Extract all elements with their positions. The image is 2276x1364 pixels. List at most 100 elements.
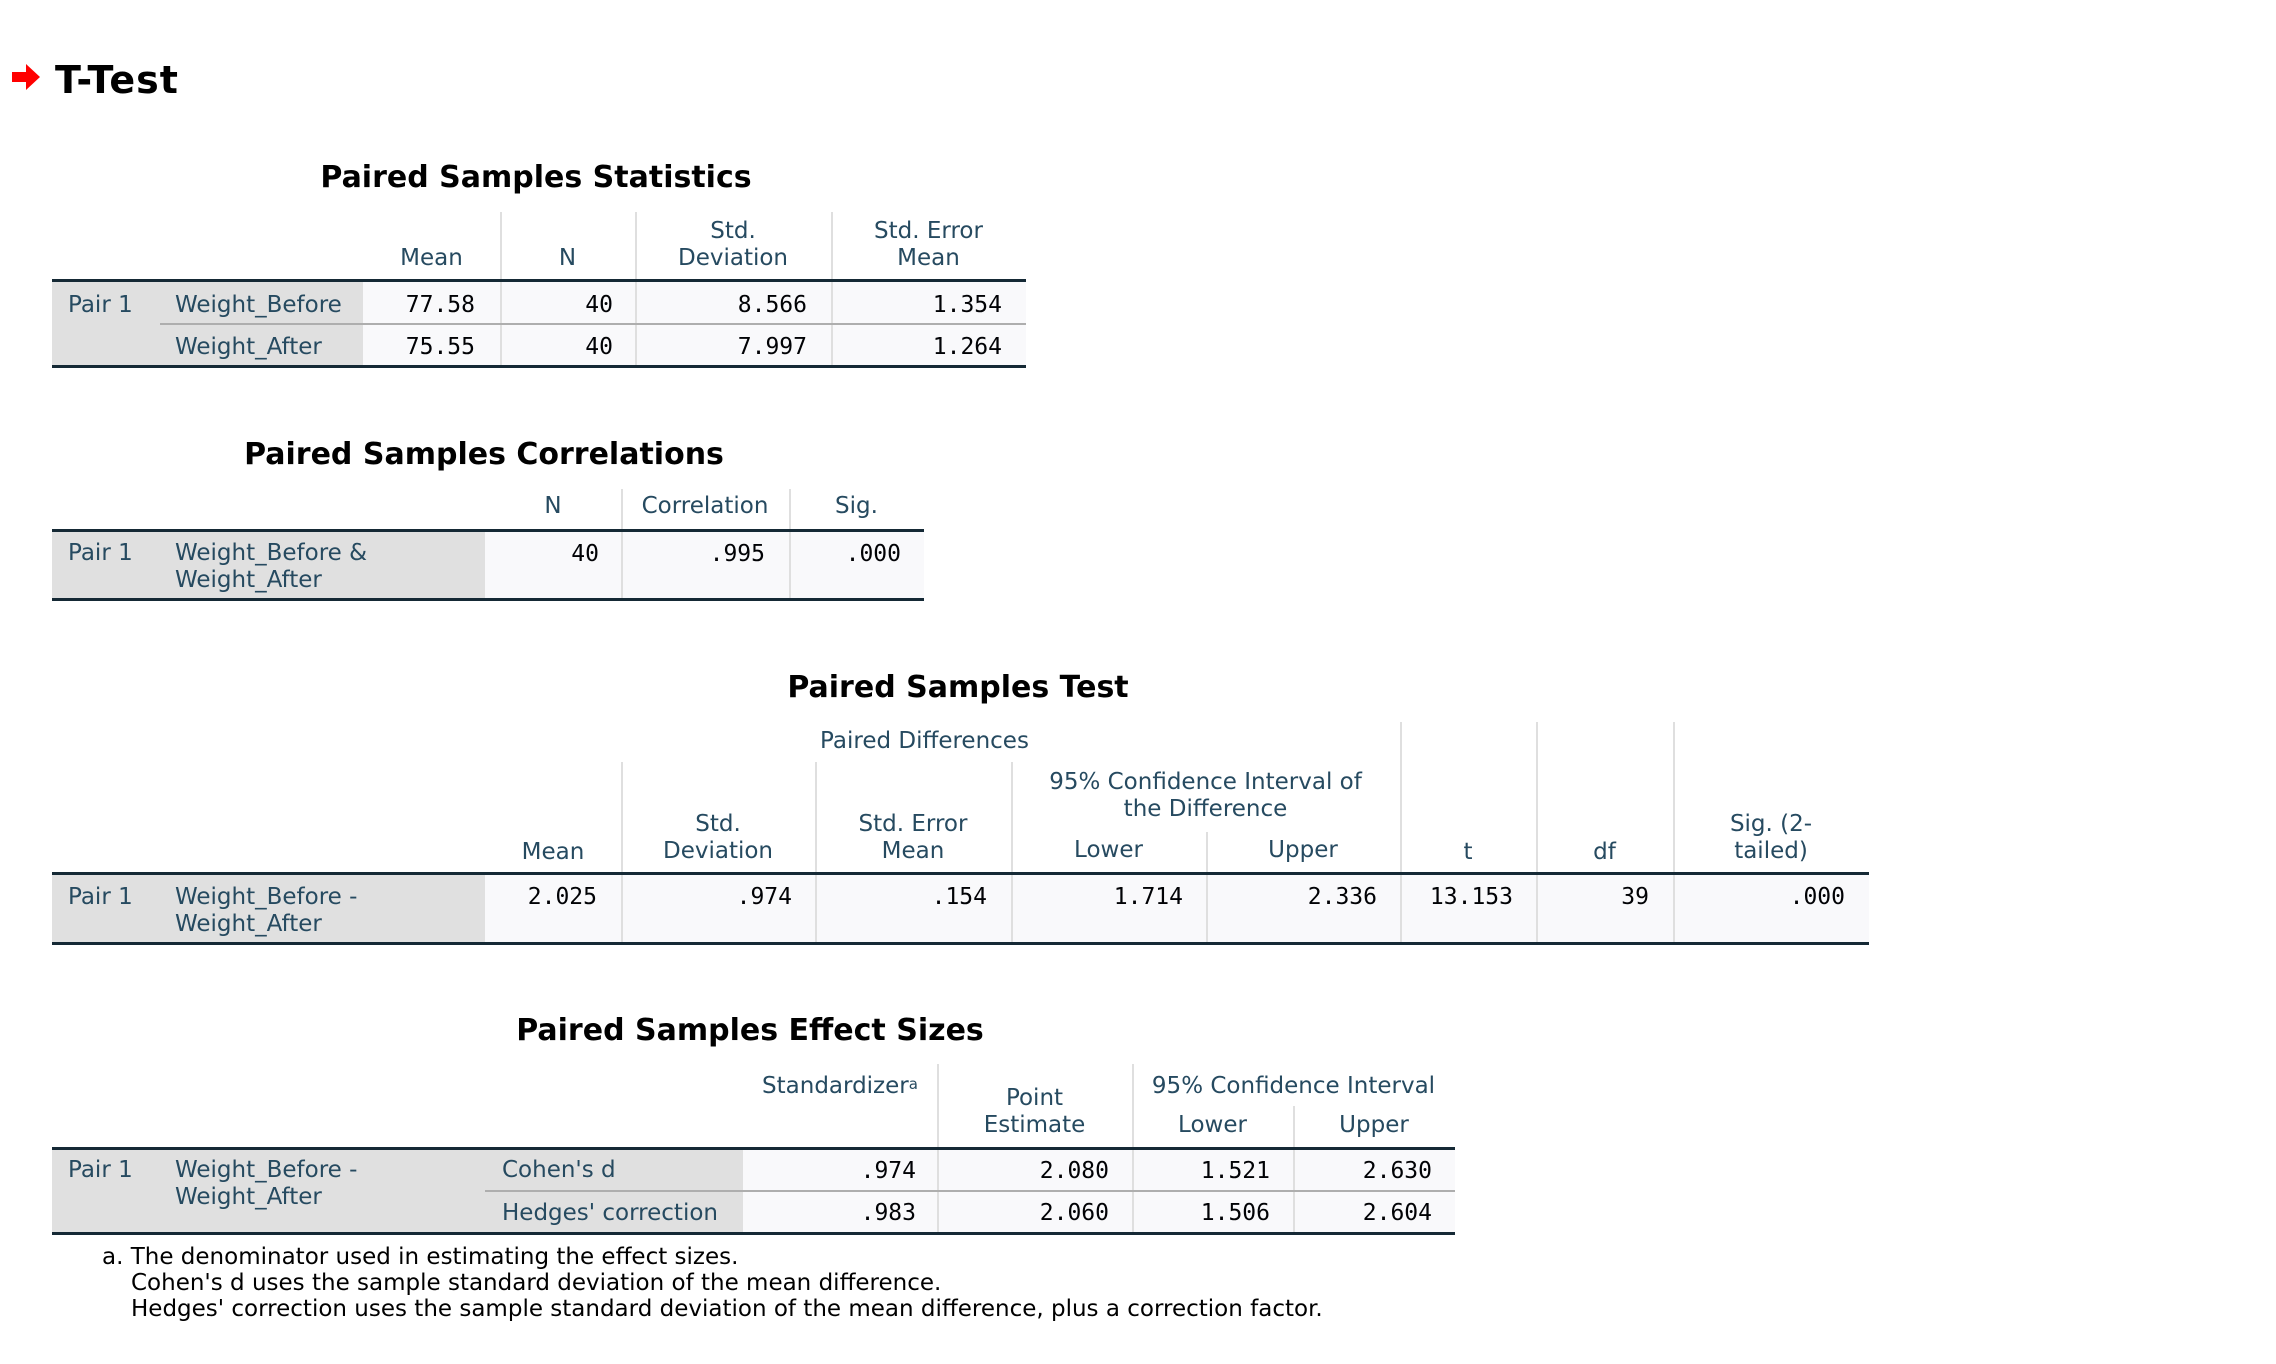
col-header-n: N [544,493,562,519]
cell-lower: 1.521 [1200,1158,1270,1184]
col-header-std-error-mean: Std. Error Mean [831,218,1026,272]
column-divider [1536,722,1538,943]
measure-label: Hedges' correction [502,1200,718,1226]
col-header-confidence-interval: 95% Confidence Interval of the Differenc… [1011,769,1400,823]
group-label: Paired Differences [820,728,1029,754]
col-header-n: N [558,245,577,271]
row-label-area [52,531,485,600]
cell-n: 40 [585,292,613,318]
col-header-upper: Upper [1339,1112,1409,1138]
cell-sig: .000 [1789,884,1845,910]
column-divider [815,762,817,943]
header-line: Std. Error [874,218,983,244]
label-line: Weight_After [175,567,322,593]
data-area [485,531,924,600]
table-title: Paired Samples Test [787,670,1129,705]
cell-mean: 75.55 [405,334,475,360]
col-header-mean: Mean [400,245,463,271]
col-header-mean: Mean [521,839,585,865]
measure-label: Cohen's d [502,1157,616,1183]
table-title: Paired Samples Correlations [244,437,724,472]
footnote: a. The denominator used in estimating th… [102,1244,739,1270]
col-header-std-deviation: Std. Deviation [621,811,815,865]
row-separator [160,323,1026,325]
header-line: tailed) [1734,838,1808,864]
cell-lower: 1.506 [1200,1200,1270,1226]
table-top-border [52,279,1026,282]
header-line: Mean [881,838,945,864]
variable-label: Weight_Before & Weight_After [175,540,367,594]
header-line: Sig. (2- [1729,811,1813,837]
table-top-border [52,872,1869,875]
group-header-paired-differences: Paired Differences [485,728,1400,755]
header-line: Std. [695,811,741,837]
cell-mean: 2.025 [527,884,597,910]
variable-label: Weight_Before - Weight_After [175,884,357,938]
cell-correlation: .995 [709,541,765,567]
column-divider [1400,722,1402,943]
label-line: Weight_Before - [175,1157,358,1183]
column-divider [1673,722,1675,943]
column-divider [815,875,817,943]
col-header-lower: Lower [1178,1112,1247,1138]
table-bottom-border [52,942,1869,945]
column-divider [1011,762,1013,943]
cell-std-deviation: 7.997 [737,334,807,360]
col-header-df: df [1593,839,1616,865]
col-header-std-error-mean: Std. Error Mean [815,811,1011,865]
cell-sig: .000 [845,541,901,567]
col-header-sig-2-tailed: Sig. (2- tailed) [1673,811,1869,865]
header-line: Deviation [662,838,773,864]
table-bottom-border [52,598,924,601]
red-arrow-icon [12,64,40,90]
col-header-std-deviation: Std. Deviation [635,218,831,272]
cell-std-error-mean: 1.264 [932,334,1002,360]
label-line: Weight_After [175,911,322,937]
variable-label: Weight_Before - Weight_After [175,1157,357,1211]
column-divider [1536,875,1538,943]
data-area [485,875,1869,943]
cell-lower: 1.714 [1113,884,1183,910]
pair-label: Pair 1 [68,884,133,910]
cell-mean: 77.58 [405,292,475,318]
header-line: 95% Confidence Interval of [1049,769,1362,795]
label-line: Weight_Before - [175,884,358,910]
column-divider [1673,875,1675,943]
column-divider [1400,875,1402,943]
col-header-upper: Upper [1268,837,1338,863]
cell-standardizer: .974 [860,1158,916,1184]
label-line: Weight_Before & [175,540,368,566]
cell-n: 40 [571,541,599,567]
cell-std-deviation: 8.566 [737,292,807,318]
table-bottom-border [52,1232,1455,1235]
column-divider [1206,875,1208,943]
header-line: Deviation [677,245,788,271]
col-header-sig: Sig. [835,493,878,519]
cell-upper: 2.630 [1362,1158,1432,1184]
cell-std-deviation: .974 [736,884,792,910]
column-divider [789,531,791,600]
cell-point-estimate: 2.080 [1039,1158,1109,1184]
col-header-lower: Lower [1074,837,1143,863]
page-title: T-Test [55,58,179,102]
col-header-confidence-interval: 95% Confidence Interval [1151,1073,1436,1099]
header-line: the Difference [1123,796,1288,822]
cell-std-error-mean: .154 [931,884,987,910]
col-header-t: t [1463,839,1473,865]
table-top-border [52,529,924,532]
header-line: Std. [710,218,756,244]
header-line: Mean [897,245,960,271]
table-bottom-border [52,365,1026,368]
cell-point-estimate: 2.060 [1039,1200,1109,1226]
table-title: Paired Samples Statistics [320,160,752,195]
header-text: Standardizer [762,1073,909,1099]
cell-upper: 2.336 [1307,884,1377,910]
column-divider [621,875,623,943]
variable-label: Weight_After [175,334,322,360]
table-title: Paired Samples Effect Sizes [516,1013,984,1048]
pair-label: Pair 1 [68,540,133,566]
column-divider [1011,875,1013,943]
column-divider [621,762,623,943]
variable-label: Weight_Before [175,292,342,318]
pair-label: Pair 1 [68,292,133,318]
